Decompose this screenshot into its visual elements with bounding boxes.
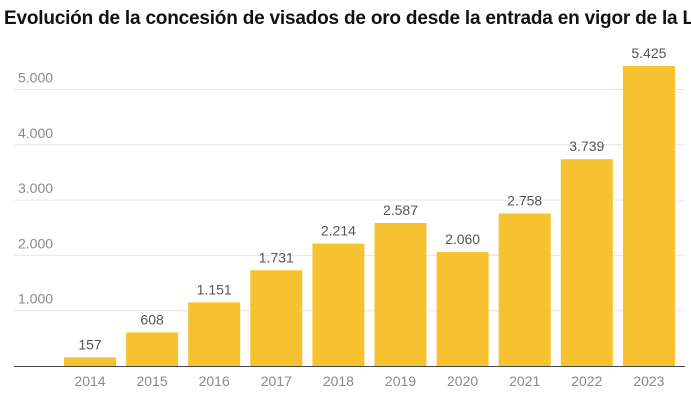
- bar-2022: [560, 159, 613, 366]
- x-tick-label: 2014: [74, 373, 105, 389]
- value-label-2020: 2.060: [445, 231, 480, 247]
- y-tick-label: 3.000: [18, 180, 53, 196]
- bar-2021: [498, 213, 551, 366]
- x-tick-label: 2016: [199, 373, 230, 389]
- value-label-2016: 1.151: [197, 281, 232, 297]
- value-label-2023: 5.425: [631, 45, 666, 61]
- bar-2014: [64, 357, 116, 366]
- value-label-2015: 608: [140, 311, 164, 327]
- value-label-2021: 2.758: [507, 192, 542, 208]
- x-tick-label: 2023: [633, 373, 664, 389]
- x-tick-label: 2020: [447, 373, 478, 389]
- x-tick-label: 2021: [509, 373, 540, 389]
- value-label-2018: 2.214: [321, 223, 356, 239]
- y-tick-label: 4.000: [18, 125, 53, 141]
- x-tick-label: 2018: [323, 373, 354, 389]
- x-tick-label: 2017: [261, 373, 292, 389]
- bar-2018: [312, 243, 365, 366]
- y-tick-label: 2.000: [18, 235, 53, 251]
- chart-title: Evolución de la concesión de visados de …: [4, 8, 691, 29]
- bar-2019: [374, 222, 427, 366]
- value-label-2014: 157: [78, 336, 102, 352]
- x-tick-label: 2022: [571, 373, 602, 389]
- value-label-2017: 1.731: [259, 249, 294, 265]
- value-label-2022: 3.739: [569, 138, 604, 154]
- bar-2023: [622, 66, 675, 366]
- bar-2020: [436, 252, 489, 366]
- bar-2017: [250, 270, 303, 366]
- y-tick-label: 5.000: [18, 70, 53, 86]
- bar-2016: [188, 302, 241, 366]
- value-label-2019: 2.587: [383, 202, 418, 218]
- bar-2015: [126, 332, 179, 366]
- x-tick-label: 2019: [385, 373, 416, 389]
- x-tick-label: 2015: [137, 373, 168, 389]
- y-tick-label: 1.000: [18, 291, 53, 307]
